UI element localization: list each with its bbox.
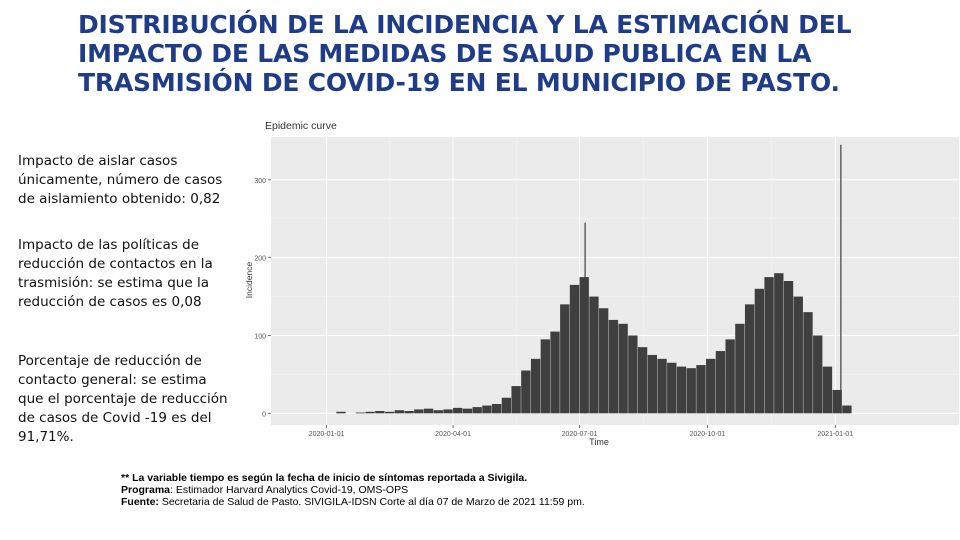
bar: [637, 347, 648, 414]
bar: [540, 339, 550, 414]
bar: [842, 405, 852, 414]
bar: [774, 273, 784, 414]
title-line-1: DISTRIBUCIÓN DE LA INCIDENCIA Y LA ESTIM…: [78, 10, 852, 39]
bar: [404, 410, 414, 414]
bar: [550, 331, 560, 414]
title-line-2: IMPACTO DE LAS MEDIDAS DE SALUD PUBLICA …: [78, 39, 812, 68]
bar: [560, 304, 570, 414]
bar: [530, 358, 541, 414]
x-tick-label: 2020-01-01: [309, 431, 345, 438]
bar: [569, 284, 580, 414]
x-tick-label: 2020-04-01: [435, 431, 471, 438]
y-tick-label: 100: [254, 333, 266, 340]
bar: [715, 351, 726, 414]
bar: [822, 366, 833, 414]
bar: [657, 358, 667, 414]
bar: [754, 288, 765, 414]
x-axis: 2020-01-01 2020-04-01 2020-07-01 2020-10-01…: [309, 425, 853, 438]
chart-title: Epidemic curve: [265, 120, 337, 132]
note-contact-reduction-percentage: Porcentaje de reducción de contacto gene…: [18, 353, 228, 445]
bar: [735, 323, 745, 414]
title-line-3: TRASMISIÓN DE COVID-19 EN EL MUNICIPIO D…: [78, 68, 840, 97]
bar: [414, 409, 424, 414]
y-axis: 0 100 200 300: [254, 178, 271, 418]
bar: [511, 386, 521, 414]
bar: [647, 354, 657, 414]
page-title: DISTRIBUCIÓN DE LA INCIDENCIA Y LA ESTIM…: [78, 10, 938, 97]
bar: [501, 397, 512, 414]
bar: [744, 304, 755, 414]
bar: [355, 412, 366, 414]
bar-series: [336, 144, 852, 414]
bar: [676, 366, 687, 414]
bar: [472, 407, 482, 414]
y-tick-label: 300: [254, 178, 266, 185]
bar: [579, 277, 589, 414]
bar: [462, 408, 473, 414]
bar: [832, 389, 842, 414]
note-contact-reduction-impact: Impacto de las políticas de reducción de…: [18, 237, 213, 310]
bar: [365, 411, 375, 414]
bar: [686, 368, 696, 414]
y-tick-label: 0: [262, 411, 266, 418]
bar: [336, 411, 346, 414]
footer-fuente: Fuente: Secretaria de Salud de Pasto. SI…: [121, 496, 585, 508]
y-axis-label: Incidence: [244, 262, 254, 299]
bar: [618, 323, 628, 414]
bar: [491, 403, 502, 414]
bar: [706, 358, 716, 414]
bar: [482, 405, 492, 414]
bar: [423, 408, 434, 414]
y-tick-label: 200: [254, 256, 266, 263]
bar: [443, 409, 453, 414]
bar: [667, 362, 677, 414]
footer-programa: Programa: Estimador Harvard Analytics Co…: [121, 484, 409, 496]
x-axis-label: Time: [589, 437, 609, 447]
footer-variable-note: ** La variable tiempo es según la fecha …: [121, 472, 528, 484]
x-tick-label: 2020-07-01: [562, 431, 598, 438]
bar: [608, 319, 619, 414]
bar: [793, 296, 803, 414]
bar: [725, 339, 735, 414]
bar: [394, 410, 405, 414]
bar: [521, 370, 531, 414]
bar: [803, 312, 813, 414]
bar: [589, 296, 599, 414]
bar: [433, 410, 443, 414]
bar: [384, 411, 395, 414]
bar: [599, 308, 609, 414]
bar: [764, 277, 774, 414]
x-tick-label: 2020-10-01: [690, 431, 726, 438]
note-isolation-impact: Impacto de aislar casos únicamente, núme…: [18, 153, 223, 207]
bar: [813, 335, 823, 414]
bar: [696, 365, 706, 414]
bar: [453, 407, 463, 414]
x-tick-label: 2021-01-01: [817, 431, 853, 438]
footer-notes: ** La variable tiempo es según la fecha …: [121, 472, 881, 508]
bar: [628, 335, 638, 414]
bar: [783, 281, 794, 414]
bar: [375, 410, 385, 414]
